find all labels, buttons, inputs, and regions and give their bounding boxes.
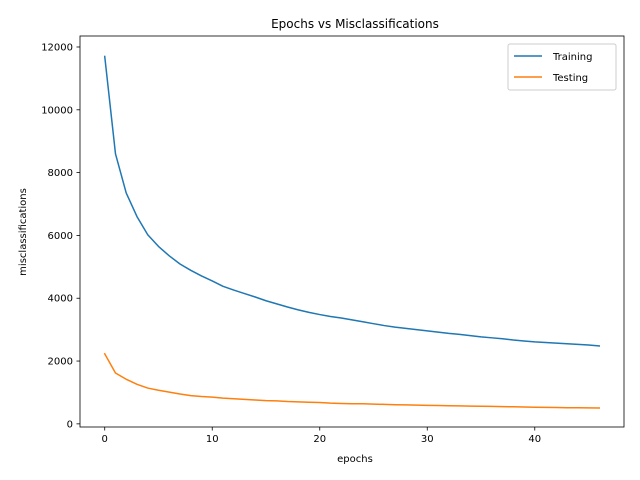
y-tick-label: 8000 bbox=[48, 168, 73, 179]
plot-frame bbox=[79, 35, 625, 428]
x-tick-label: 10 bbox=[206, 434, 219, 445]
x-tick-label: 0 bbox=[102, 434, 108, 445]
chart-title: Epochs vs Misclassifications bbox=[271, 17, 439, 31]
legend-label-testing: Testing bbox=[552, 73, 588, 84]
legend: Training Testing bbox=[507, 43, 617, 91]
series-layer bbox=[103, 55, 601, 409]
x-tick-label: 40 bbox=[528, 434, 541, 445]
y-tick-label: 10000 bbox=[41, 105, 73, 116]
y-tick-label: 12000 bbox=[41, 42, 73, 53]
y-axis: 0 2000 4000 6000 8000 10000 12000 bbox=[41, 42, 80, 430]
series-line-testing bbox=[103, 352, 601, 409]
y-tick-label: 0 bbox=[67, 419, 73, 430]
y-tick-label: 2000 bbox=[48, 357, 73, 368]
y-tick-label: 6000 bbox=[48, 231, 73, 242]
series-line-training bbox=[103, 55, 601, 347]
plot-area bbox=[79, 35, 625, 428]
x-tick-label: 20 bbox=[313, 434, 326, 445]
x-axis-label: epochs bbox=[337, 454, 373, 465]
y-tick-label: 4000 bbox=[48, 294, 73, 305]
y-axis-label: misclassifications bbox=[18, 188, 29, 276]
legend-label-training: Training bbox=[552, 52, 592, 63]
x-tick-label: 30 bbox=[421, 434, 434, 445]
x-axis: 0 10 20 30 40 bbox=[102, 427, 541, 445]
